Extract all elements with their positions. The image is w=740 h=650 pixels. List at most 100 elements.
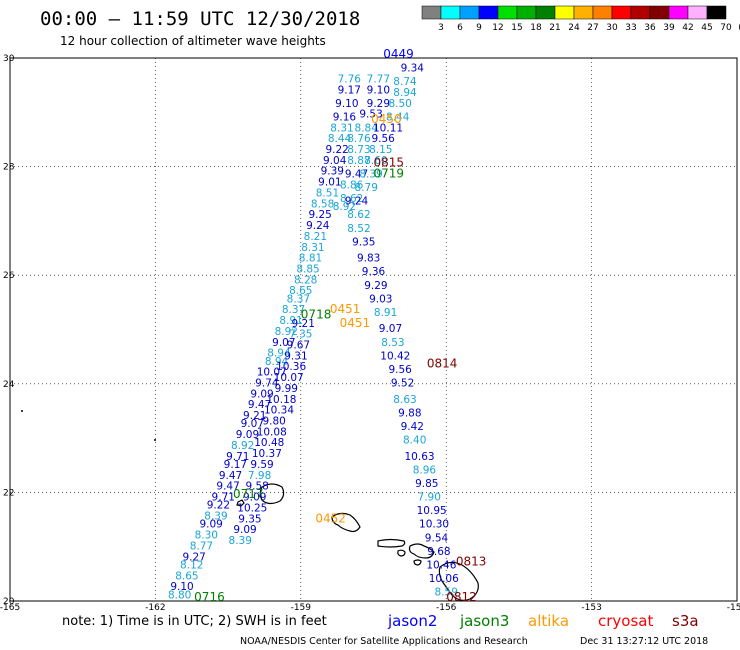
wave-height-value: 8.94 (265, 356, 289, 368)
wave-height-value: 9.58 (245, 481, 268, 493)
wave-height-value: 8.80 (168, 589, 191, 601)
wave-height-value: 10.11 (373, 122, 403, 134)
wave-height-value: 8.94 (267, 348, 291, 360)
wave-height-value: 9.07 (272, 337, 295, 349)
units-note: note: 1) Time is in UTC; 2) SWH is in fe… (62, 614, 327, 629)
island-hawaii (438, 561, 479, 601)
wave-height-value: 9.21 (243, 410, 266, 422)
wave-height-value: 9.24 (345, 196, 369, 208)
chart-title: 00:00 – 11:59 UTC 12/30/2018 (40, 8, 360, 30)
wave-height-value: 10.34 (264, 405, 294, 417)
pass-label: 0812 (446, 590, 477, 604)
y-tick-label: 28 (3, 163, 15, 173)
pass-label: 0718 (301, 308, 332, 322)
wave-height-value: 8.37 (287, 293, 310, 305)
wave-height-value: 10.63 (405, 451, 435, 463)
colorbar-label: 9 (476, 23, 482, 33)
wave-height-value: 8.73 (347, 144, 370, 156)
wave-height-value: 10.37 (252, 448, 282, 460)
wave-height-value: 8.39 (359, 168, 382, 180)
wave-height-value: 9.71 (226, 451, 249, 463)
colorbar-swatch (592, 5, 613, 20)
wave-height-value: 8.92 (231, 440, 254, 452)
wave-height-value: 9.52 (391, 378, 414, 390)
wave-height-value: 9.39 (321, 166, 344, 178)
wave-height-value: 7.77 (367, 73, 390, 85)
x-tick-label: -165 (0, 603, 20, 613)
wave-height-value: 9.27 (182, 551, 205, 563)
colorbar-label: 33 (625, 23, 636, 33)
wave-height-value: 9.17 (338, 84, 361, 96)
map-dot (154, 439, 156, 441)
wave-height-value: 9.85 (415, 478, 438, 490)
wave-height-value: 10.30 (419, 519, 449, 531)
colorbar-label: 42 (682, 23, 693, 33)
wave-height-value: 9.36 (362, 266, 386, 278)
wave-height-value: 8.63 (393, 394, 416, 406)
legend-jason2: jason2 (387, 612, 437, 630)
wave-height-value: 8.91 (374, 307, 397, 319)
wave-height-value: 8.30 (195, 530, 218, 542)
x-tick-label: -156 (436, 603, 457, 613)
y-axis-ticks: 20 22 24 26 28 30 (3, 54, 15, 607)
colorbar-label: 12 (492, 23, 503, 33)
wave-height-value: 9.24 (306, 220, 330, 232)
wave-height-value: 8.62 (340, 193, 363, 205)
wave-height-value: 8.28 (294, 274, 317, 286)
colorbar-label: 30 (606, 23, 618, 33)
colorbar-label: 39 (663, 23, 675, 33)
grid-lines (10, 58, 737, 601)
chart-subtitle: 12 hour collection of altimeter wave hei… (60, 34, 326, 48)
wave-height-value: 8.21 (304, 231, 327, 243)
wave-height-value: 10.07 (274, 372, 304, 384)
colorbar-label: 70 (720, 23, 732, 33)
colorbar-swatch (668, 5, 689, 20)
colorbar-swatch (573, 5, 594, 20)
pass-label: 0717 (233, 487, 264, 501)
colorbar-label: 21 (549, 23, 560, 33)
wave-height-value: 9.29 (364, 280, 387, 292)
pass-label: 0719 (374, 166, 405, 180)
pass-label: 0451 (330, 302, 361, 316)
colorbar-label: 18 (530, 23, 542, 33)
wave-height-value: 9.09 (236, 429, 259, 441)
colorbar-swatch (421, 5, 442, 20)
colorbar-label: 36 (644, 23, 656, 33)
satellite-legend: jason2 jason3 altika cryosat s3a (387, 612, 699, 630)
wave-height-value: 8.58 (311, 198, 334, 210)
plot-frame (9, 57, 738, 602)
map-dot (21, 410, 23, 412)
wave-height-value: 8.51 (316, 187, 339, 199)
colorbar-label: 6 (457, 23, 463, 33)
wave-height-value: 9.07 (241, 418, 264, 430)
pass-label: 0813 (456, 555, 487, 569)
wave-height-value: 9.53 (359, 109, 382, 121)
pass-label: 0449 (383, 47, 414, 61)
wave-height-value: 9.67 (287, 340, 310, 352)
island-maui (408, 543, 435, 559)
colorbar-swatch (706, 5, 727, 20)
island-lanai (397, 549, 406, 557)
wave-height-value: 9.99 (275, 383, 298, 395)
wave-height-value: 9.10 (367, 84, 390, 96)
colorbar-swatch (516, 5, 537, 20)
x-tick-label: -153 (581, 603, 601, 613)
wave-height-value: 9.07 (379, 323, 402, 335)
x-tick-label: -159 (291, 603, 312, 613)
wave-height-value: 8.52 (347, 223, 370, 235)
wave-height-value: 9.80 (262, 416, 285, 428)
wave-height-value: 9.22 (207, 500, 230, 512)
wave-height-value: 9.09 (250, 388, 273, 400)
wave-height-value: 8.31 (330, 122, 353, 134)
wave-height-value: 9.09 (199, 519, 222, 531)
wave-height-value: 9.35 (352, 236, 375, 248)
wave-height-value: 8.81 (299, 253, 322, 265)
wave-height-value: 8.50 (388, 98, 411, 110)
wave-height-value: 8.44 (328, 133, 352, 145)
colorbar-swatch (459, 5, 480, 20)
wave-height-value: 9.10 (170, 581, 193, 593)
wave-height-value: 10.48 (254, 437, 284, 449)
wave-height-value: 9.29 (367, 98, 390, 110)
credit-text: NOAA/NESDIS Center for Satellite Applica… (240, 636, 528, 647)
